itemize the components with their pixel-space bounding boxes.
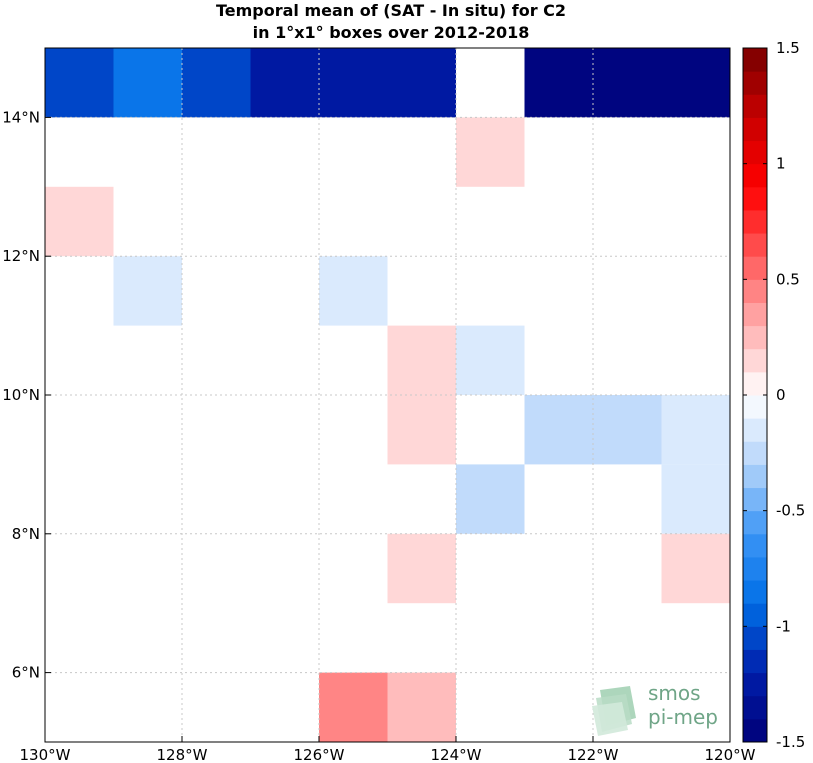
- heatmap-cell: [182, 48, 251, 118]
- logo-waves-icon: [592, 686, 636, 736]
- smos-pi-mep-logo: smos pi-mep: [592, 681, 718, 736]
- x-tick-label: 130°W: [20, 746, 71, 763]
- colorbar-tick-label: -0.5: [776, 502, 805, 520]
- colorbar-level: [743, 626, 767, 650]
- x-axis: 130°W 128°W 126°W 124°W 122°W 120°W: [20, 736, 756, 763]
- y-tick-label: 8°N: [12, 525, 40, 543]
- colorbar-level: [743, 325, 767, 350]
- heatmap-cell: [456, 325, 525, 395]
- heatmap-cell: [661, 533, 730, 604]
- colorbar-level: [743, 649, 767, 674]
- colorbar-level: [743, 510, 767, 535]
- colorbar-ticks: 1.5 1 0.5 0 -0.5 -1 -1.5: [743, 39, 805, 751]
- x-tick-label: 120°W: [705, 746, 756, 763]
- colorbar-level: [743, 672, 767, 697]
- colorbar-level: [743, 94, 767, 118]
- heatmap-cell: [387, 533, 456, 604]
- colorbar-level: [743, 163, 767, 188]
- colorbar-level: [743, 718, 767, 743]
- heatmap-cell: [319, 256, 388, 326]
- chart-title-line1: Temporal mean of (SAT - In situ) for C2: [216, 1, 566, 20]
- y-tick-label: 10°N: [2, 386, 40, 404]
- heatmap-cell: [45, 48, 114, 118]
- heatmap-cell: [524, 48, 593, 118]
- x-tick-label: 126°W: [294, 746, 345, 763]
- logo-text-smos: smos: [648, 681, 701, 705]
- x-tick-label: 122°W: [568, 746, 619, 763]
- colorbar-level: [743, 48, 767, 72]
- heatmap-cell: [387, 325, 456, 395]
- colorbar-level: [743, 556, 767, 581]
- colorbar-level: [743, 302, 767, 327]
- colorbar-level: [743, 279, 767, 303]
- colorbar-level: [743, 140, 767, 165]
- heatmap-cell: [387, 395, 456, 465]
- colorbar-tick-label: 1: [776, 155, 786, 173]
- colorbar-level: [743, 695, 767, 720]
- y-tick-label: 6°N: [12, 664, 40, 682]
- heatmap-cell: [113, 256, 182, 326]
- plot-area: [44, 47, 731, 743]
- heatmap-cells: [45, 48, 730, 742]
- colorbar-level: [743, 487, 767, 512]
- colorbar-level: [743, 603, 767, 627]
- heatmap-cell: [593, 48, 662, 118]
- y-tick-label: 14°N: [2, 108, 40, 126]
- colorbar-level: [743, 209, 767, 234]
- colorbar-level: [743, 533, 767, 558]
- colorbar-level: [743, 186, 767, 211]
- logo-text-pi-mep: pi-mep: [648, 705, 718, 729]
- x-tick-label: 128°W: [157, 746, 208, 763]
- colorbar-tick-label: -1.5: [776, 733, 805, 751]
- heatmap-cell: [661, 395, 730, 465]
- chart-title-line2: in 1°x1° boxes over 2012-2018: [253, 23, 530, 42]
- colorbar-level: [743, 71, 767, 95]
- colorbar-level: [743, 371, 767, 396]
- heatmap-cell: [661, 48, 730, 118]
- colorbar-level: [743, 256, 767, 280]
- colorbar-level: [743, 580, 767, 604]
- heatmap-cell: [456, 117, 525, 187]
- colorbar-level: [743, 464, 767, 489]
- colorbar-tick-label: -1: [776, 617, 791, 635]
- colorbar-tick-label: 1.5: [776, 39, 800, 57]
- heatmap-cell: [456, 464, 525, 534]
- heatmap-cell: [319, 48, 388, 118]
- heatmap-cell: [319, 672, 388, 742]
- colorbar-tick-label: 0: [776, 386, 786, 404]
- heatmap-cell: [661, 464, 730, 534]
- colorbar-level: [743, 418, 767, 442]
- colorbar-level: [743, 441, 767, 465]
- heatmap-cell: [593, 395, 662, 465]
- y-axis: 6°N 8°N 10°N 12°N 14°N: [2, 108, 51, 682]
- colorbar: [742, 47, 768, 743]
- x-tick-label: 124°W: [431, 746, 482, 763]
- heatmap-cell: [250, 48, 319, 118]
- colorbar-level: [743, 117, 767, 142]
- heatmap-cell: [387, 48, 456, 118]
- colorbar-level: [743, 395, 767, 419]
- heatmap-cell: [524, 395, 593, 465]
- colorbar-tick-label: 0.5: [776, 270, 800, 288]
- heatmap-cell: [113, 48, 182, 118]
- y-tick-label: 12°N: [2, 247, 40, 265]
- colorbar-level: [743, 348, 767, 373]
- colorbar-level: [743, 233, 767, 257]
- heatmap-cell: [387, 672, 456, 742]
- heatmap-cell: [45, 186, 114, 257]
